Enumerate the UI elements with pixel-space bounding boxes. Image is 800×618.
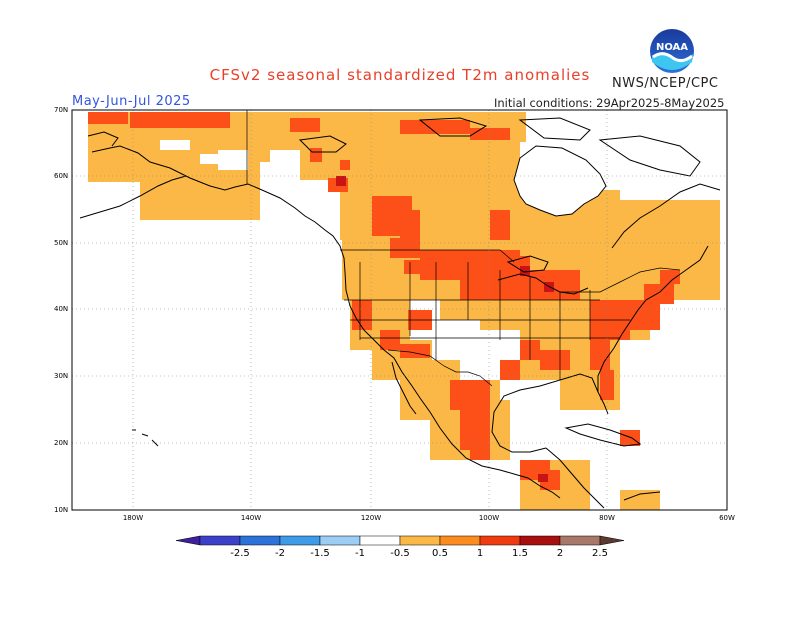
anomaly-field <box>88 112 720 510</box>
legend-tick-label: 0.5 <box>432 548 448 559</box>
legend-swatch <box>439 535 481 546</box>
legend-tick-label: -0.5 <box>390 548 410 559</box>
legend-swatch <box>319 535 361 546</box>
lat-label: 40N <box>54 305 68 313</box>
legend-swatch <box>519 535 561 546</box>
svg-text:NOAA: NOAA <box>656 42 688 53</box>
legend-swatch <box>279 535 321 546</box>
borders <box>246 110 681 387</box>
coastlines <box>79 117 721 509</box>
legend-tick-label: 2.5 <box>592 548 608 559</box>
latitude-labels: 70N 60N 50N 40N 30N 20N 10N <box>54 106 68 514</box>
legend-swatch <box>479 535 521 546</box>
legend-swatch <box>359 535 401 546</box>
legend-swatch <box>199 535 241 546</box>
lat-label: 50N <box>54 239 68 247</box>
legend-tick-label: -2 <box>275 548 285 559</box>
legend-swatch <box>239 535 281 546</box>
lon-label: 120W <box>361 514 381 522</box>
lon-label: 140W <box>241 514 261 522</box>
initial-conditions: Initial conditions: 29Apr2025-8May2025 <box>494 96 725 110</box>
legend-swatch <box>559 535 601 546</box>
lat-label: 30N <box>54 372 68 380</box>
legend-tick-label: 2 <box>557 548 563 559</box>
legend-tick-label: 1.5 <box>512 548 528 559</box>
legend-tick-label: -1.5 <box>310 548 330 559</box>
legend-arrow-left <box>175 535 201 546</box>
lat-label: 60N <box>54 172 68 180</box>
noaa-logo: NOAA <box>650 29 694 73</box>
lat-label: 10N <box>54 506 68 514</box>
lat-label: 20N <box>54 439 68 447</box>
forecast-period: May-Jun-Jul 2025 <box>72 94 191 109</box>
lon-label: 80W <box>599 514 615 522</box>
color-legend: -2.5 -2 -1.5 -1 -0.5 0.5 1 1.5 2 2.5 <box>175 535 625 559</box>
legend-tick-label: -2.5 <box>230 548 250 559</box>
legend-arrow-right <box>599 535 625 546</box>
graticule <box>72 110 727 510</box>
longitude-labels: 180W 140W 120W 100W 80W 60W <box>123 514 735 522</box>
map-frame <box>71 109 728 511</box>
legend-tick-label: -1 <box>355 548 365 559</box>
lon-label: 100W <box>479 514 499 522</box>
lat-label: 70N <box>54 106 68 114</box>
lon-label: 60W <box>719 514 735 522</box>
chart-title: CFSv2 seasonal standardized T2m anomalie… <box>209 66 591 84</box>
legend-tick-label: 1 <box>477 548 483 559</box>
organization-label: NWS/NCEP/CPC <box>612 76 719 91</box>
lon-label: 180W <box>123 514 143 522</box>
legend-swatch <box>399 535 441 546</box>
